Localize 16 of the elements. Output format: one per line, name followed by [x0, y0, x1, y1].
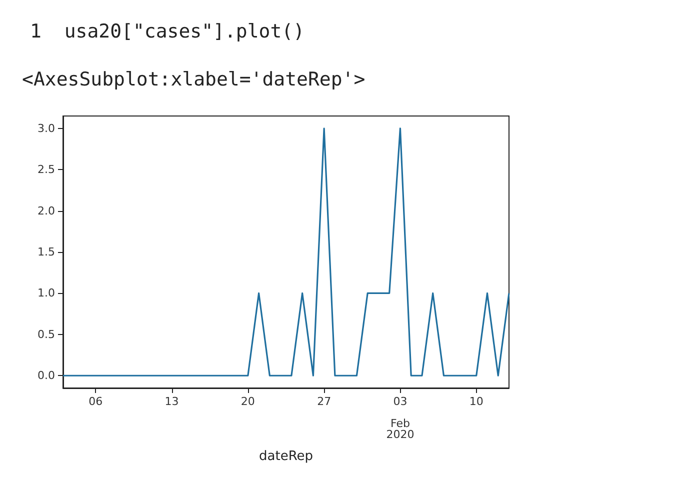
x-tick-label: 06 — [88, 395, 103, 408]
y-tick-label: 1.0 — [38, 286, 55, 300]
x-tick-label: 10 — [469, 395, 484, 408]
x-tick-label: 27 — [317, 395, 332, 408]
text: 1 usa20["cases"].plot() — [30, 20, 305, 42]
y-tick-label: 2.5 — [38, 163, 55, 176]
y-tick-label: 1.5 — [38, 246, 55, 258]
x-tick-label: 20 — [240, 395, 255, 408]
x-tick-label: 03 Feb 2020 — [386, 395, 414, 441]
y-tick-label: 3.0 — [38, 122, 55, 135]
y-tick-label: 2.0 — [38, 204, 55, 218]
y-tick-label: 0.0 — [38, 369, 55, 382]
x-axis-title: dateRep — [258, 449, 314, 464]
y-tick-label: 0.5 — [38, 328, 55, 341]
text: <AxesSubplot:xlabel='dateRep'> — [22, 68, 366, 90]
x-tick-label: 13 — [164, 395, 179, 408]
